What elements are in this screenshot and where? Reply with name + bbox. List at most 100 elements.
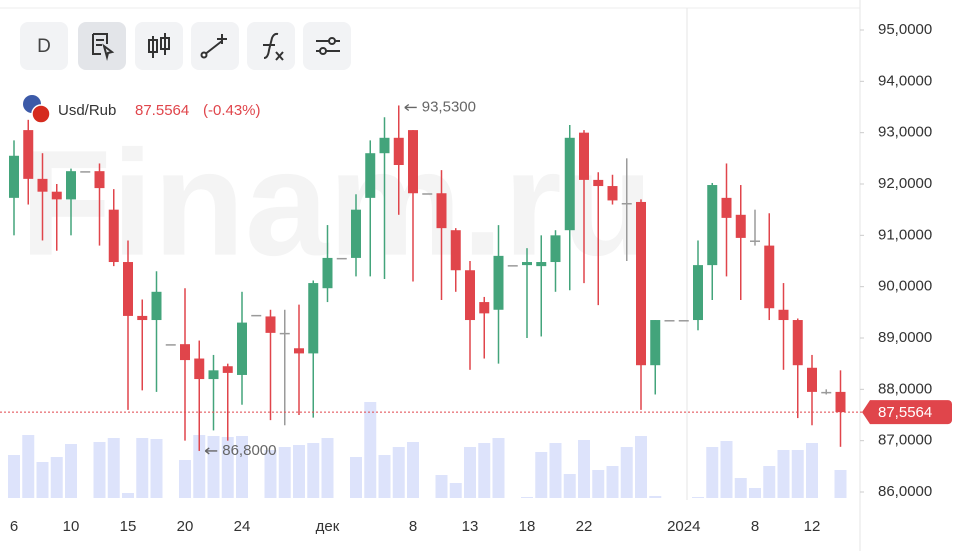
candle-body — [208, 370, 219, 380]
x-tick-label: 12 — [804, 518, 821, 535]
candle-body — [237, 322, 247, 375]
candle-body — [180, 344, 190, 361]
candle-body — [721, 197, 732, 218]
volume-bar — [464, 447, 476, 498]
annotation-label: 86,8000 — [222, 442, 276, 459]
settings-button[interactable] — [303, 22, 351, 70]
volume-bar — [749, 488, 761, 498]
volume-bar — [777, 450, 790, 498]
candle-body — [336, 257, 347, 260]
icon — [92, 33, 115, 61]
candle-body — [123, 262, 133, 316]
volume-bar — [136, 438, 149, 498]
x-tick-label: 6 — [10, 518, 18, 535]
x-tick-label: 24 — [234, 518, 251, 535]
annotation-arrow — [204, 447, 218, 455]
volume-bar — [321, 438, 334, 498]
candle-body — [294, 348, 304, 354]
volume-bar — [50, 457, 63, 498]
volume-bar — [93, 442, 106, 498]
toolbar: D — [20, 22, 351, 70]
volume-bar — [435, 475, 448, 498]
candle-body — [222, 366, 233, 373]
volume-bar — [236, 436, 248, 498]
x-tick-label: дек — [316, 518, 340, 535]
volume-bar — [8, 455, 20, 498]
icon — [148, 39, 158, 53]
volume-bar — [692, 497, 704, 498]
volume-bar — [378, 455, 391, 498]
y-tick-label: 87,0000 — [878, 432, 932, 449]
candle-body — [807, 367, 817, 392]
volume-bar — [22, 435, 35, 498]
volume-bar — [107, 438, 120, 498]
candle-body — [308, 283, 319, 354]
candle-body — [593, 179, 604, 187]
x-tick-label: 15 — [120, 518, 137, 535]
candle-body — [493, 255, 504, 310]
candle-body — [351, 209, 361, 258]
candle-body — [750, 240, 760, 242]
volume-bar — [791, 450, 804, 498]
volume-bar — [635, 436, 647, 498]
candle-body — [536, 262, 547, 267]
y-tick-label: 93,0000 — [878, 124, 932, 141]
volume-bar — [592, 470, 605, 498]
volume-bar — [179, 460, 191, 498]
volume-bar — [734, 478, 747, 498]
candle-body — [66, 171, 76, 200]
candle-body — [251, 314, 262, 317]
candle-body — [778, 309, 789, 321]
candle-body — [607, 186, 618, 201]
candle-body — [693, 265, 703, 321]
volume-bar — [392, 447, 405, 498]
current-price-box — [862, 400, 952, 425]
candles-button[interactable] — [135, 22, 183, 70]
candle-body — [764, 245, 775, 309]
candle-body — [137, 315, 148, 321]
candle-body — [9, 155, 19, 198]
candle-body — [265, 316, 276, 333]
candle-body — [735, 214, 746, 238]
volume-bar — [36, 462, 49, 498]
annotation-label: 93,5300 — [422, 98, 476, 115]
x-tick-label: 8 — [409, 518, 417, 535]
x-tick-label: 13 — [462, 518, 479, 535]
candle-body — [80, 171, 91, 173]
candle-body — [707, 185, 718, 266]
y-tick-label: 86,0000 — [878, 483, 932, 500]
candle-body — [23, 130, 34, 179]
volume-bar — [706, 447, 719, 498]
candle-body — [422, 193, 433, 195]
y-tick-label: 89,0000 — [878, 329, 932, 346]
price: 87.5564 — [135, 102, 189, 119]
watermark: Finam.ru — [20, 119, 653, 287]
x-tick-label: 2024 — [667, 518, 700, 535]
volume-bar — [478, 443, 491, 498]
candle-body — [650, 320, 661, 366]
volume-bar — [207, 436, 220, 498]
candle-body — [835, 391, 846, 413]
candle-body — [37, 178, 48, 192]
volume-bar — [620, 447, 633, 498]
candle-body — [507, 265, 518, 267]
volume-bar — [492, 438, 505, 498]
volume-bar — [834, 470, 847, 498]
candle-body — [664, 320, 675, 322]
x-tick-label: 18 — [519, 518, 536, 535]
candle-body — [821, 391, 832, 394]
interval-button[interactable] — [20, 22, 68, 70]
volume-bar — [350, 457, 362, 498]
candle-body — [365, 153, 376, 198]
candle-body — [621, 202, 632, 205]
candle-body — [636, 201, 646, 366]
volume-bar — [264, 450, 277, 498]
interval-label: D — [37, 36, 51, 57]
candle-body — [94, 171, 105, 189]
candle-body — [379, 137, 390, 154]
volume-bar — [65, 444, 77, 498]
icon — [160, 37, 170, 50]
y-tick-label: 92,0000 — [878, 175, 932, 192]
